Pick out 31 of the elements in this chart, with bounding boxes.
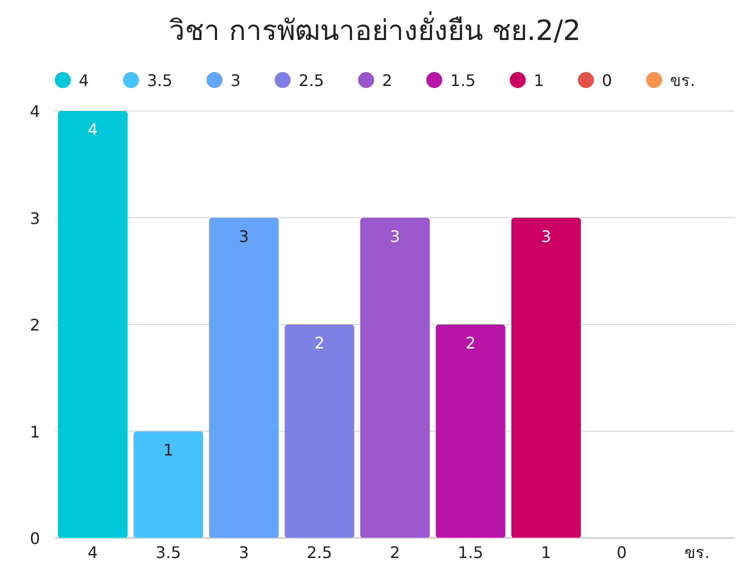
legend-label: 1: [534, 71, 544, 90]
legend-label: 2.5: [298, 71, 324, 90]
y-tick-label: 2: [30, 316, 40, 334]
legend-label: ขร.: [670, 71, 696, 90]
legend-label: 2: [382, 71, 392, 90]
x-tick-label: 1.5: [458, 543, 484, 562]
x-tick-label: 4: [88, 543, 98, 562]
x-tick-label: 1: [541, 543, 552, 562]
data-label: 3: [238, 226, 249, 246]
legend-label: 3: [230, 71, 241, 90]
legend-label: 4: [78, 71, 89, 90]
x-tick-label: 2.5: [306, 543, 332, 562]
y-tick-label: 4: [30, 102, 40, 121]
x-tick-label: 3.5: [156, 543, 182, 562]
y-tick-label: 3: [30, 208, 40, 228]
chart-title: วิชา การพัฒนาอย่างยั่งยืน ชย.2/2: [169, 11, 581, 47]
y-tick-label: 0: [30, 529, 40, 548]
x-tick-label: ขร.: [684, 543, 710, 562]
legend-label: 3.5: [146, 71, 172, 90]
legend-label: 1.5: [450, 71, 476, 90]
x-tick-label: 2: [390, 543, 400, 562]
x-tick-label: 0: [616, 543, 627, 562]
data-label: 2: [465, 334, 476, 352]
legend-label: 0: [602, 71, 612, 90]
data-label: 4: [88, 120, 98, 139]
data-label: 2: [314, 334, 325, 352]
y-tick-label: 1: [30, 422, 40, 442]
data-label: 3: [390, 226, 400, 246]
data-label: 1: [163, 440, 174, 460]
data-label: 3: [541, 226, 552, 246]
x-tick-label: 3: [238, 543, 249, 562]
